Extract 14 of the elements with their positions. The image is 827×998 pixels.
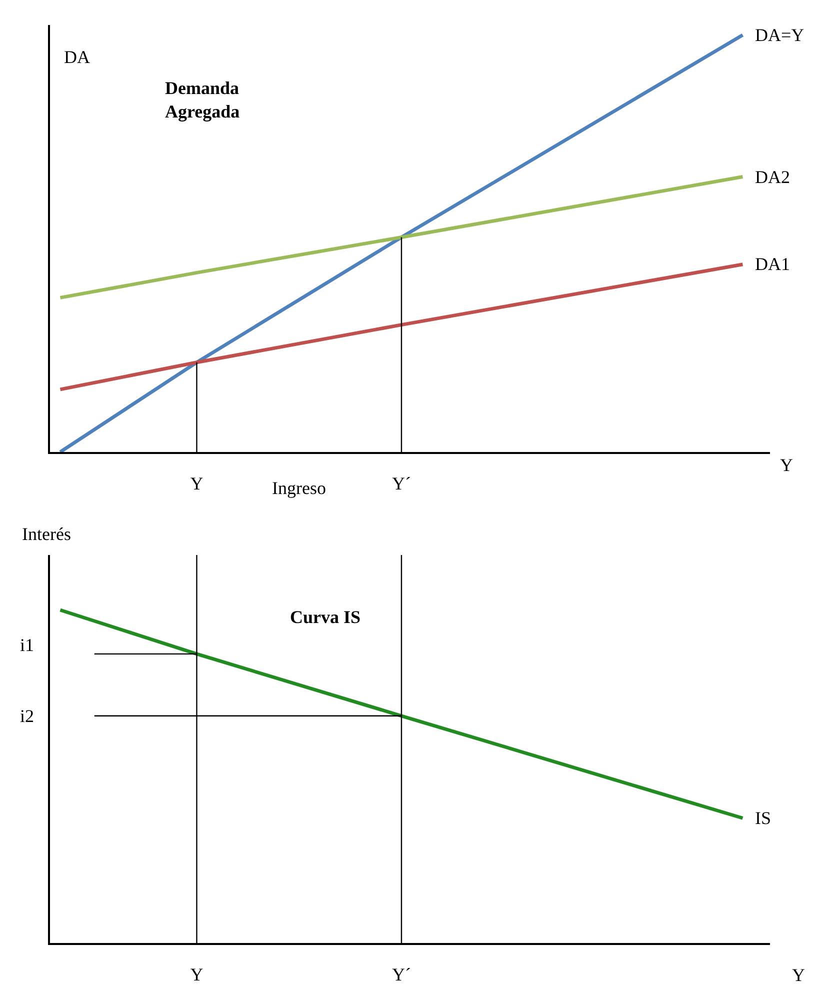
text: i2 [20,706,34,726]
series-label: DA1 [755,254,790,274]
x-tick-label: Y´ [392,964,411,985]
text: i1 [20,635,34,655]
x-tick-label: Y´ [392,474,411,494]
text: Demanda Agregada [165,78,240,122]
x-axis-title: Y [780,455,793,475]
y-axis-title: DA [64,47,90,67]
chart-title: Curva IS [290,607,361,627]
series-label: IS [755,808,772,828]
text: Ingreso [272,478,326,498]
series-label: DA2 [755,167,790,187]
series-label: DA=Y [755,25,804,45]
y-axis-title: Interés [22,524,71,544]
